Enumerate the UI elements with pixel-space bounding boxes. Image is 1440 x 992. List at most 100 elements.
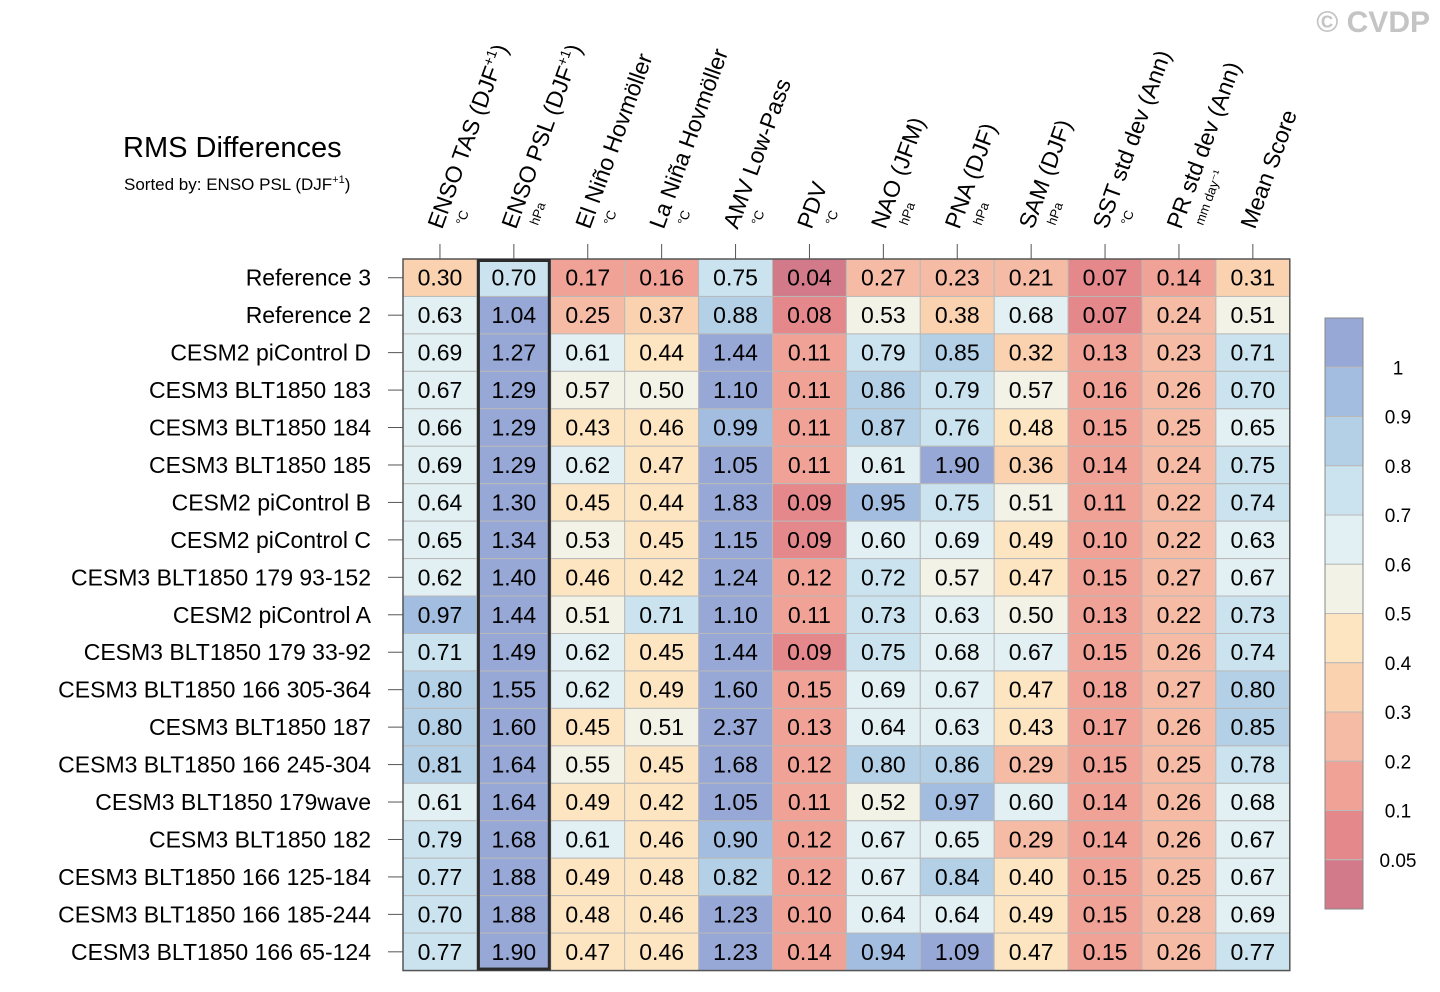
cell-value: 0.62 xyxy=(418,564,463,590)
heatmap-cell xyxy=(402,295,478,335)
colorbar-segment xyxy=(1324,810,1364,861)
cell-value: 0.67 xyxy=(1009,639,1054,665)
watermark: © CVDP xyxy=(1316,6,1430,39)
cell-value: 2.37 xyxy=(713,714,758,740)
column-header: SST std dev (Ann) xyxy=(1087,47,1176,232)
heatmap-cell xyxy=(993,445,1069,485)
cell-value: 0.64 xyxy=(861,714,906,740)
cell-value: 1.64 xyxy=(491,789,536,815)
cell-value: 0.09 xyxy=(787,489,832,515)
cell-value: 0.86 xyxy=(861,377,906,403)
colorbar-segment xyxy=(1324,317,1364,368)
heatmap-cell xyxy=(476,595,552,634)
cell-value: 0.04 xyxy=(787,265,832,291)
heatmap-cell xyxy=(624,857,700,897)
heatmap-cell xyxy=(845,445,921,485)
heatmap-cell xyxy=(550,483,626,522)
cell-value: 0.63 xyxy=(1230,527,1275,553)
cell-value: 0.32 xyxy=(1009,340,1054,366)
heatmap-cell xyxy=(845,595,921,634)
heatmap-cell xyxy=(1067,782,1143,822)
cell-value: 0.65 xyxy=(1230,415,1275,441)
cell-value: 1.49 xyxy=(491,639,536,665)
cell-value: 0.15 xyxy=(1083,864,1128,890)
heatmap-cell xyxy=(624,520,700,560)
cell-value: 0.48 xyxy=(1009,415,1054,441)
heatmap-cell xyxy=(845,483,921,522)
cell-value: 0.82 xyxy=(713,864,758,890)
cell-value: 0.43 xyxy=(565,415,610,441)
cell-value: 0.97 xyxy=(418,602,463,628)
heatmap-cell xyxy=(1215,520,1291,560)
chart-subtitle-sup: +1 xyxy=(332,174,345,186)
cell-value: 0.51 xyxy=(1009,489,1054,515)
row-label: CESM2 piControl D xyxy=(170,340,371,366)
heatmap-cell xyxy=(624,483,700,522)
heatmap-cell xyxy=(550,707,626,747)
heatmap-cell xyxy=(698,782,773,822)
heatmap-cell xyxy=(845,670,921,709)
cell-value: 0.80 xyxy=(418,714,463,740)
cell-value: 0.14 xyxy=(1083,789,1128,815)
heatmap-cell xyxy=(1215,370,1291,410)
heatmap-cell xyxy=(919,895,995,934)
heatmap-cell xyxy=(993,333,1069,372)
cell-value: 0.84 xyxy=(935,864,980,890)
cell-value: 0.21 xyxy=(1009,265,1054,291)
cell-value: 0.38 xyxy=(935,302,980,328)
cell-value: 0.16 xyxy=(1083,377,1128,403)
colorbar-tick-label: 0.1 xyxy=(1385,802,1411,823)
cell-value: 0.80 xyxy=(418,677,463,703)
colorbar-tick-label: 0.9 xyxy=(1385,408,1411,429)
cell-value: 0.47 xyxy=(1009,939,1054,965)
heatmap-cell xyxy=(1067,633,1143,672)
cell-value: 0.70 xyxy=(1230,377,1275,403)
cell-value: 0.12 xyxy=(787,826,832,852)
cell-value: 0.72 xyxy=(861,564,906,590)
heatmap-cell xyxy=(476,633,552,672)
heatmap-cell xyxy=(1067,670,1143,709)
cell-value: 0.44 xyxy=(639,340,684,366)
cell-value: 0.61 xyxy=(418,789,463,815)
cell-value: 1.29 xyxy=(491,452,536,478)
heatmap-cell xyxy=(550,782,626,822)
heatmap-cell xyxy=(845,820,921,859)
cell-value: 0.47 xyxy=(639,452,684,478)
cell-value: 0.46 xyxy=(639,826,684,852)
heatmap-cell xyxy=(1067,895,1143,934)
heatmap-cell xyxy=(1141,782,1217,822)
cell-value: 0.57 xyxy=(565,377,610,403)
cell-value: 0.26 xyxy=(1157,789,1202,815)
cell-value: 0.62 xyxy=(565,677,610,703)
row-label: Reference 3 xyxy=(246,265,371,291)
cell-value: 0.68 xyxy=(1230,789,1275,815)
cell-value: 0.47 xyxy=(1009,564,1054,590)
cell-value: 0.51 xyxy=(1230,302,1275,328)
cell-value: 1.09 xyxy=(935,939,980,965)
cell-value: 0.47 xyxy=(565,939,610,965)
cell-value: 0.12 xyxy=(787,864,832,890)
heatmap-cell xyxy=(772,595,847,634)
heatmap-cell xyxy=(1067,445,1143,485)
row-label: CESM3 BLT1850 179 93-152 xyxy=(71,564,371,590)
cell-value: 0.76 xyxy=(935,415,980,441)
heatmap-cell xyxy=(1215,595,1291,634)
chart-subtitle-text: Sorted by: ENSO PSL (DJF xyxy=(124,175,332,194)
heatmap-cell xyxy=(1141,932,1217,972)
cell-value: 0.69 xyxy=(861,677,906,703)
heatmap-cell xyxy=(1141,558,1217,597)
cell-value: 0.68 xyxy=(1009,302,1054,328)
column-header: El Niño Hovmöller xyxy=(570,50,657,232)
cell-value: 0.99 xyxy=(713,415,758,441)
heatmap-cell xyxy=(624,633,700,672)
cell-value: 1.88 xyxy=(491,901,536,927)
heatmap-cell xyxy=(550,820,626,859)
row-label: CESM3 BLT1850 166 305-364 xyxy=(58,677,371,703)
heatmap-cell xyxy=(772,558,847,597)
heatmap-cell xyxy=(1067,520,1143,560)
colorbar-segment xyxy=(1324,416,1364,467)
cell-value: 0.67 xyxy=(1230,564,1275,590)
cell-value: 1.05 xyxy=(713,789,758,815)
cell-value: 0.26 xyxy=(1157,377,1202,403)
cell-value: 1.68 xyxy=(713,752,758,778)
